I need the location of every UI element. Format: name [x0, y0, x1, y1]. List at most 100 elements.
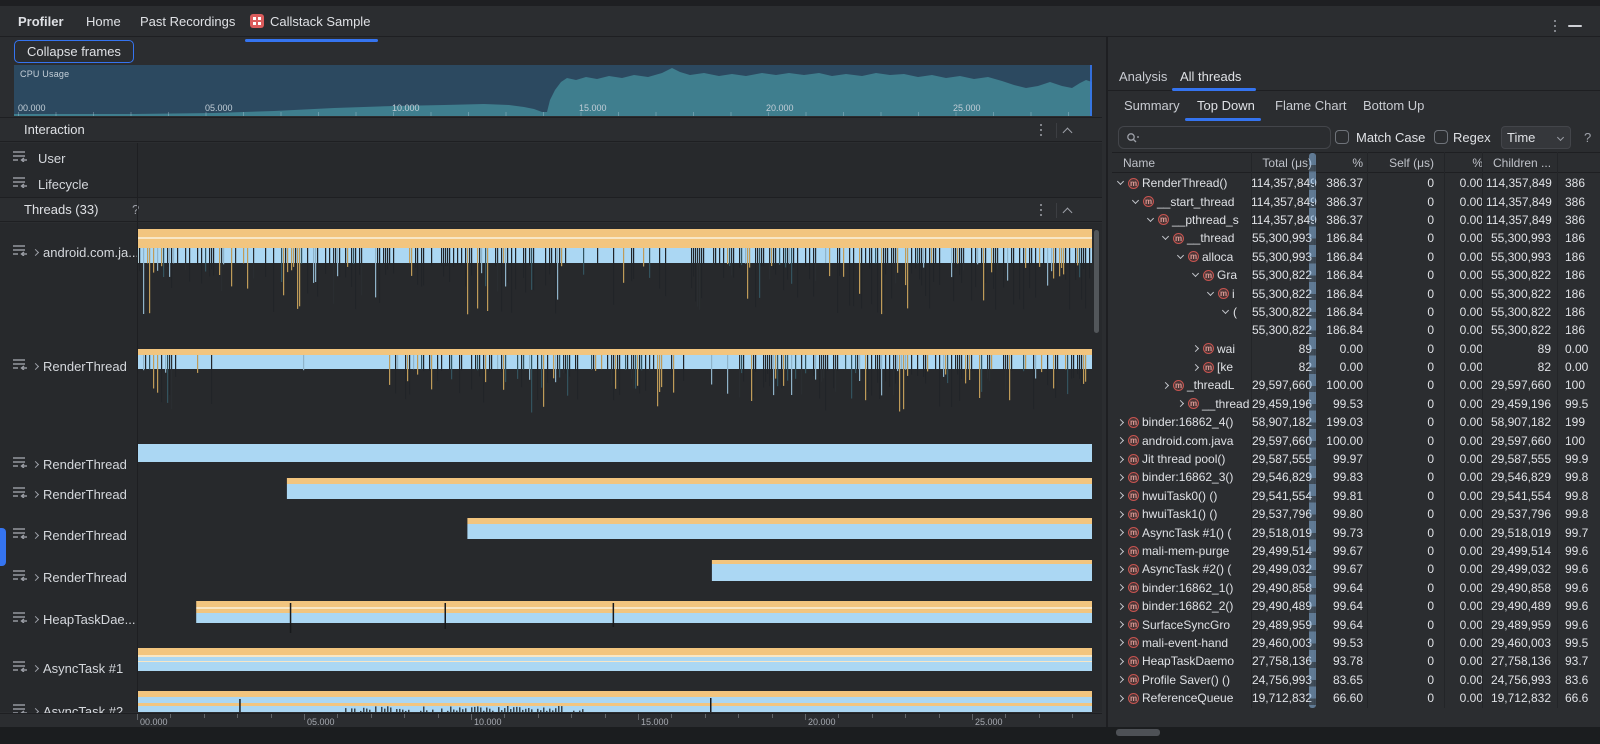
time-filter-dropdown[interactable]: Time	[1501, 126, 1571, 149]
interaction-kebab-icon[interactable]	[1034, 122, 1048, 138]
table-row[interactable]: m _threadL 29,597,660 100.00 0 0.00 29,597,660…	[1112, 376, 1600, 394]
table-row[interactable]: m __thread 55,300,993 186.84 0 0.00 55,300,993…	[1112, 229, 1600, 247]
threads-section-header[interactable]: Threads (33) ?	[0, 197, 1102, 222]
subtab-flame-chart[interactable]: Flame Chart	[1275, 98, 1347, 113]
table-row[interactable]: m android.com.java 29,597,660 100.00 0 0.00 29…	[1112, 431, 1600, 449]
table-row[interactable]: m __start_thread 114,357,849 386.37 0 0.00 114…	[1112, 192, 1600, 210]
tab-past-recordings[interactable]: Past Recordings	[140, 13, 236, 29]
table-row[interactable]: m hwuiTask0() () 29,541,554 99.81 0 0.00 29,54…	[1112, 487, 1600, 505]
table-row[interactable]: (55,300,822 186.84 0 0.00 55,300,822 186	[1112, 303, 1600, 321]
table-row[interactable]: m Jit thread pool() 29,587,555 99.97 0 0.00 29…	[1112, 450, 1600, 468]
table-row[interactable]: m AsyncTask #1() (29,518,019 99.73 0 0.00 29,…	[1112, 523, 1600, 541]
tree-toggle-icon[interactable]	[1116, 492, 1125, 500]
tree-toggle-icon[interactable]	[1116, 676, 1125, 684]
chevron-right-icon[interactable]	[31, 573, 40, 581]
table-row[interactable]: 55,300,822 186.84 0 0.00 55,300,822 186	[1112, 321, 1600, 339]
search-box[interactable]	[1118, 126, 1331, 149]
help-icon[interactable]: ?	[1584, 130, 1592, 145]
minimize-icon[interactable]	[1568, 25, 1582, 27]
subtab-summary[interactable]: Summary	[1124, 98, 1180, 113]
tree-toggle-icon[interactable]	[1221, 306, 1230, 314]
table-row[interactable]: m [ke 82 0.00 0 0.00 82 0.00	[1112, 358, 1600, 376]
thread-row-1[interactable]: RenderThread	[0, 355, 137, 377]
chevron-right-icon[interactable]	[31, 490, 40, 498]
chevron-right-icon[interactable]	[31, 531, 40, 539]
tree-toggle-icon[interactable]	[1116, 547, 1125, 555]
table-row[interactable]: m mali-event-hand 29,460,003 99.53 0 0.00 29,4…	[1112, 634, 1600, 652]
table-row[interactable]: m binder:16862_4() 58,907,182 199.03 0 0.00 58…	[1112, 413, 1600, 431]
tree-toggle-icon[interactable]	[1116, 621, 1125, 629]
chevron-right-icon[interactable]	[31, 460, 40, 468]
table-row[interactable]: m AsyncTask #2() (29,499,032 99.67 0 0.00 29,…	[1112, 560, 1600, 578]
tab-home[interactable]: Home	[86, 13, 121, 29]
chevron-right-icon[interactable]	[31, 615, 40, 623]
tree-toggle-icon[interactable]	[1161, 233, 1170, 241]
table-row[interactable]: m ReferenceQueue 19,712,832 66.60 0 0.00 19,71…	[1112, 689, 1600, 707]
threads-scrollbar[interactable]	[1094, 230, 1099, 333]
collapse-section-icon[interactable]	[1062, 207, 1073, 218]
tree-toggle-icon[interactable]	[1176, 251, 1185, 259]
subtab-bottom-up[interactable]: Bottom Up	[1363, 98, 1425, 113]
chevron-right-icon[interactable]	[31, 248, 40, 256]
threads-kebab-icon[interactable]	[1034, 202, 1048, 218]
interaction-row-user[interactable]: User	[0, 145, 65, 171]
table-row[interactable]: m HeapTaskDaemo 27,758,136 93.78 0 0.00 27,758…	[1112, 652, 1600, 670]
table-row[interactable]: m RenderThread() 114,357,849 386.37 0 0.00 114…	[1112, 174, 1600, 192]
tab-analysis[interactable]: Analysis	[1119, 69, 1168, 84]
table-row[interactable]: m binder:16862_1() 29,490,858 99.64 0 0.00 29,…	[1112, 579, 1600, 597]
table-row[interactable]: m binder:16862_3() 29,546,829 99.83 0 0.00 29,…	[1112, 468, 1600, 486]
tree-toggle-icon[interactable]	[1116, 657, 1125, 665]
col-self-pct[interactable]: %	[1472, 155, 1483, 170]
thread-row-5[interactable]: RenderThread	[0, 566, 137, 588]
col-total-pct[interactable]: %	[1352, 155, 1363, 170]
regex-checkbox[interactable]	[1434, 130, 1448, 144]
table-row[interactable]: m Gra 55,300,822 186.84 0 0.00 55,300,822 186	[1112, 266, 1600, 284]
match-case-checkbox[interactable]	[1335, 130, 1349, 144]
interaction-section-header[interactable]: Interaction	[0, 117, 1102, 142]
tree-toggle-icon[interactable]	[1116, 178, 1125, 186]
table-row[interactable]: m alloca 55,300,993 186.84 0 0.00 55,300,993 18…	[1112, 248, 1600, 266]
tree-toggle-icon[interactable]	[1191, 270, 1200, 278]
thread-row-3[interactable]: RenderThread	[0, 483, 137, 505]
table-row[interactable]: m wai 89 0.00 0 0.00 89 0.00	[1112, 340, 1600, 358]
tree-toggle-icon[interactable]	[1116, 639, 1125, 647]
table-row[interactable]: m __thread 29,459,196 99.53 0 0.00 29,459,196 9…	[1112, 395, 1600, 413]
tree-toggle-icon[interactable]	[1116, 418, 1125, 426]
table-row[interactable]: m hwuiTask1() () 29,537,796 99.80 0 0.00 29,53…	[1112, 505, 1600, 523]
col-name[interactable]: Name	[1123, 155, 1156, 170]
tree-toggle-icon[interactable]	[1116, 694, 1125, 702]
tree-toggle-icon[interactable]	[1191, 363, 1200, 371]
table-row[interactable]: m __pthread_s 114,357,849 386.37 0 0.00 114,35…	[1112, 211, 1600, 229]
thread-row-7[interactable]: AsyncTask #1	[0, 657, 137, 679]
tree-toggle-icon[interactable]	[1116, 529, 1125, 537]
col-self[interactable]: Self (μs)	[1389, 155, 1434, 170]
table-row[interactable]: m binder:16862_2() 29,490,489 99.64 0 0.00 29,…	[1112, 597, 1600, 615]
table-scroll-stripe[interactable]	[1309, 153, 1316, 708]
cpu-usage-chart[interactable]: CPU Usage 00.000 05.000 10.000 15.000 20.000…	[14, 65, 1092, 116]
table-row[interactable]: m mali-mem-purge 29,499,514 99.67 0 0.00 29,49…	[1112, 542, 1600, 560]
thread-row-6[interactable]: HeapTaskDae...	[0, 608, 137, 630]
chevron-right-icon[interactable]	[31, 362, 40, 370]
collapse-frames-button[interactable]: Collapse frames	[14, 40, 134, 63]
options-kebab-icon[interactable]	[1548, 18, 1562, 34]
tree-toggle-icon[interactable]	[1191, 345, 1200, 353]
table-row[interactable]: m i 55,300,822 186.84 0 0.00 55,300,822 186	[1112, 284, 1600, 302]
subtab-top-down[interactable]: Top Down	[1197, 98, 1255, 113]
tree-toggle-icon[interactable]	[1116, 565, 1125, 573]
col-total[interactable]: Total (μs)	[1262, 155, 1312, 170]
col-children[interactable]: Children ...	[1493, 155, 1552, 170]
tab-callstack-sample[interactable]: Callstack Sample	[250, 6, 370, 36]
thread-tracks[interactable]	[137, 223, 1092, 712]
tree-toggle-icon[interactable]	[1116, 602, 1125, 610]
tree-toggle-icon[interactable]	[1206, 288, 1215, 296]
table-row[interactable]: m SurfaceSyncGro 29,489,959 99.64 0 0.00 29,48…	[1112, 615, 1600, 633]
table-header[interactable]: Name Total (μs) % Self (μs) % Children .…	[1112, 152, 1600, 173]
search-input[interactable]	[1142, 129, 1302, 146]
chevron-right-icon[interactable]	[31, 664, 40, 672]
tree-toggle-icon[interactable]	[1176, 400, 1185, 408]
thread-row-4[interactable]: RenderThread	[0, 524, 137, 546]
tree-toggle-icon[interactable]	[1161, 381, 1170, 390]
tree-toggle-icon[interactable]	[1116, 473, 1125, 481]
tree-toggle-icon[interactable]	[1116, 437, 1125, 445]
tree-toggle-icon[interactable]	[1116, 510, 1125, 518]
